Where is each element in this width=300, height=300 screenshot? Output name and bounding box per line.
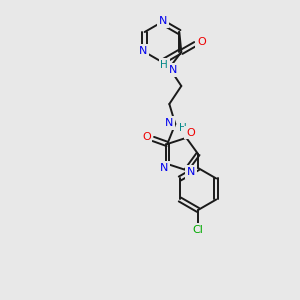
Text: N: N [165,118,173,128]
Text: O: O [197,37,206,47]
Text: N: N [187,167,196,177]
Text: N: N [169,65,178,75]
Text: N: N [139,46,147,56]
Text: N: N [159,16,167,26]
Text: O: O [186,128,195,138]
Text: O: O [142,132,151,142]
Text: H: H [160,60,168,70]
Text: H: H [179,123,187,133]
Text: N: N [160,163,169,173]
Text: Cl: Cl [193,225,203,235]
